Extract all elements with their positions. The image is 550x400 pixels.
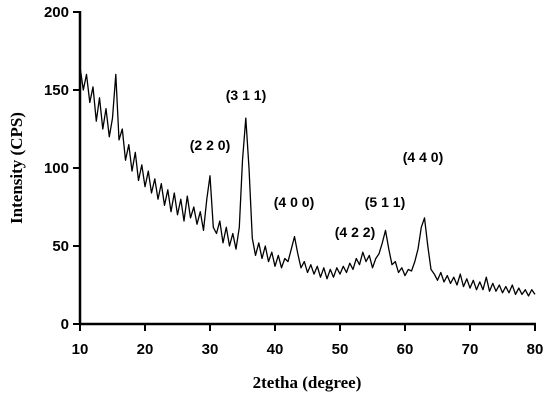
data-line <box>79 66 536 297</box>
x-tick-label: 20 <box>137 341 154 358</box>
x-tick-label: 40 <box>267 341 284 358</box>
y-axis-title: Intensity (CPS) <box>7 112 26 224</box>
peak-annotation: (2 2 0) <box>190 137 230 153</box>
x-tick-label: 50 <box>332 341 349 358</box>
x-tick-label: 70 <box>462 341 479 358</box>
y-tick-label: 150 <box>44 82 69 99</box>
peak-annotation: (4 4 0) <box>403 149 443 165</box>
x-tick-label: 10 <box>72 341 89 358</box>
peak-annotation: (4 2 2) <box>335 224 375 240</box>
x-tick-label: 80 <box>527 341 544 358</box>
x-tick-label: 60 <box>397 341 414 358</box>
y-tick-label: 100 <box>44 160 69 177</box>
x-axis-title: 2tetha (degree) <box>253 373 362 392</box>
peak-annotation: (5 1 1) <box>365 194 405 210</box>
x-tick-label: 30 <box>202 341 219 358</box>
y-tick-label: 200 <box>44 4 69 21</box>
y-tick-label: 0 <box>61 316 69 333</box>
peak-annotation: (4 0 0) <box>274 194 314 210</box>
y-tick-label: 50 <box>52 238 69 255</box>
peak-annotation: (3 1 1) <box>226 87 266 103</box>
